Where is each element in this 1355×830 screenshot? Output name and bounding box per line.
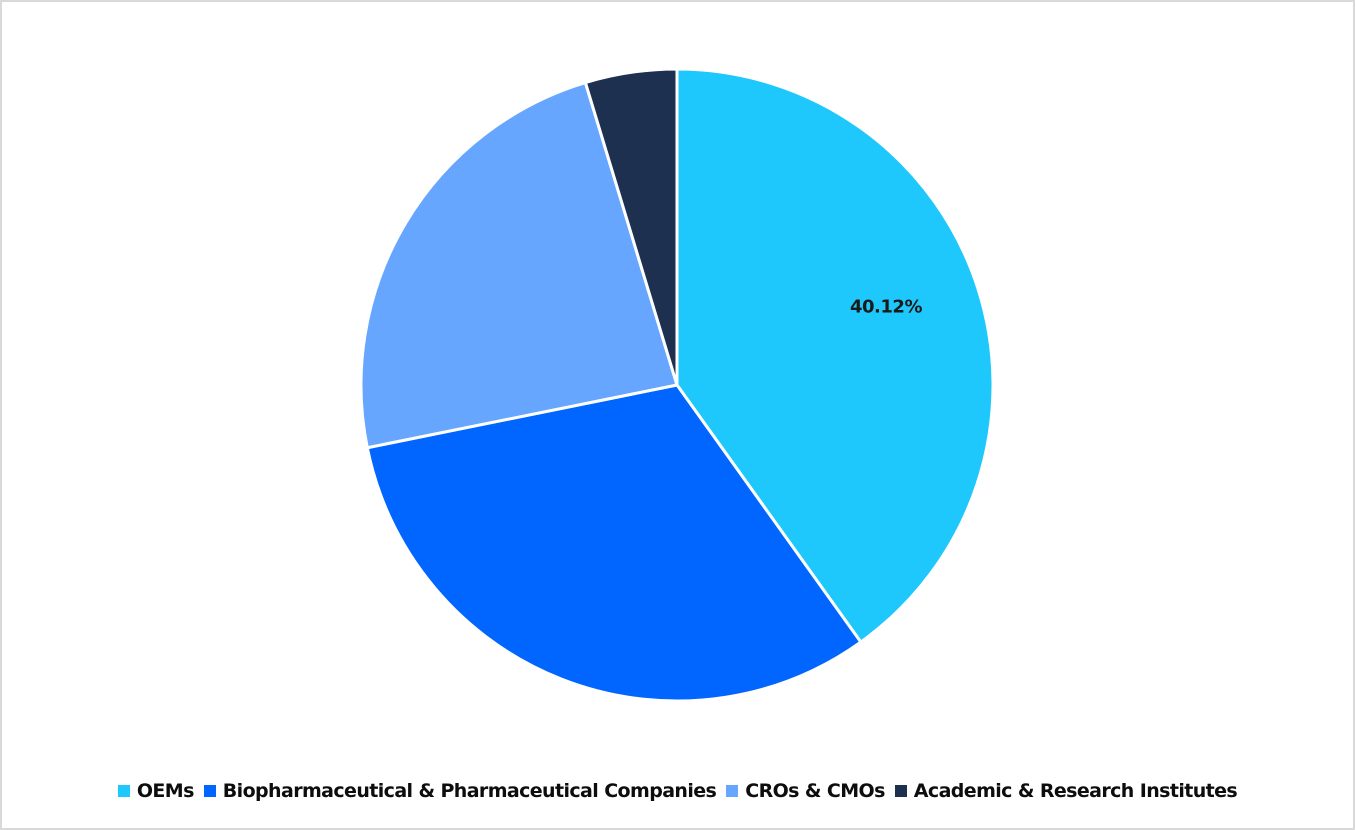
legend-label: Academic & Research Institutes [913,780,1238,802]
legend-item-cros-cmos: CROs & CMOs [726,780,885,802]
legend-label: OEMs [136,780,195,802]
slice-biopharma [365,383,863,703]
legend-item-academic: Academic & Research Institutes [894,780,1238,802]
legend: OEMs Biopharmaceutical & Pharmaceutical … [0,780,1355,802]
legend-label: CROs & CMOs [745,780,885,802]
legend-swatch-biopharma [203,785,216,797]
legend-item-oems: OEMs [117,780,195,802]
legend-swatch-oems [117,785,130,797]
legend-swatch-academic [894,785,907,797]
slice-oems [675,67,995,644]
legend-label: Biopharmaceutical & Pharmaceutical Compa… [222,780,717,802]
legend-item-biopharma: Biopharmaceutical & Pharmaceutical Compa… [203,780,717,802]
slice-cros-cmos [359,81,679,450]
slice-academic [583,67,679,387]
data-label-oems: 40.12% [850,296,922,318]
legend-swatch-cros-cmos [726,785,739,797]
